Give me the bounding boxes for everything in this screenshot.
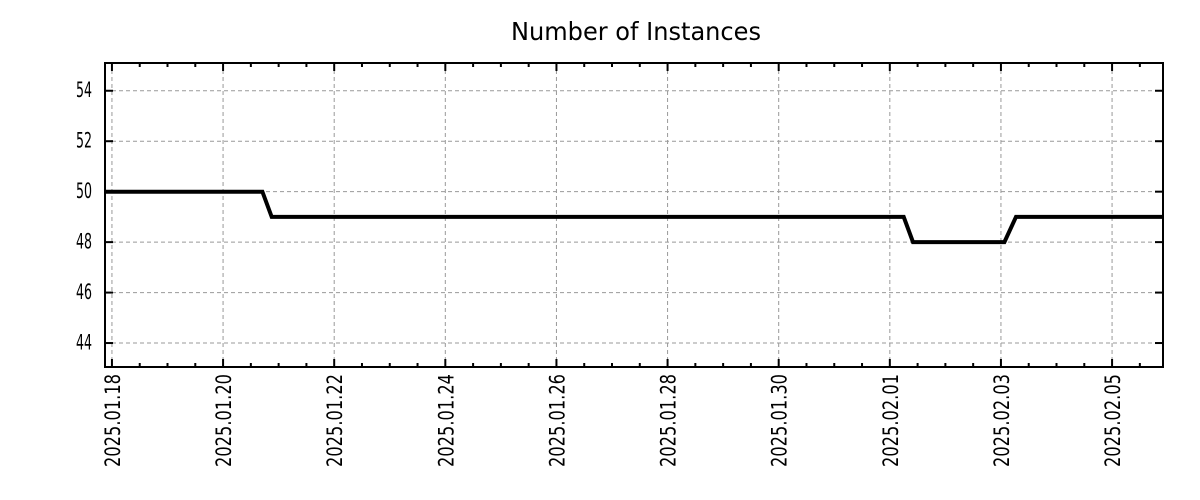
x-tick-label: 2025.01.18 — [101, 374, 125, 467]
x-tick-label: 2025.01.30 — [768, 374, 792, 467]
x-tick-label: 2025.01.28 — [657, 374, 681, 467]
grid-layer — [105, 63, 1163, 367]
x-tick-label: 2025.01.24 — [434, 374, 458, 467]
y-tick-label: 52 — [76, 129, 92, 153]
x-tick-label: 2025.01.26 — [545, 374, 569, 467]
y-tick-label: 44 — [76, 330, 92, 354]
x-tick-label: 2025.01.22 — [323, 374, 347, 467]
y-tick-label: 50 — [76, 179, 92, 203]
series-line-instances — [105, 189, 1163, 245]
plot-border — [104, 62, 1164, 368]
series-layer — [105, 189, 1163, 245]
x-tick-label: 2025.02.01 — [879, 374, 903, 467]
x-tick-label: 2025.02.03 — [990, 374, 1014, 467]
x-tick-label: 2025.02.05 — [1101, 374, 1125, 467]
axis-layer: 2025.01.18 2025.01.20 2025.01.22 2025.01.24… — [76, 62, 1164, 467]
y-tick-label: 48 — [76, 229, 92, 253]
x-tick-label: 2025.01.20 — [212, 374, 236, 467]
y-tick-label: 54 — [76, 78, 92, 102]
chart-title: Number of Instances — [511, 17, 761, 46]
y-tick-label: 46 — [76, 280, 92, 304]
